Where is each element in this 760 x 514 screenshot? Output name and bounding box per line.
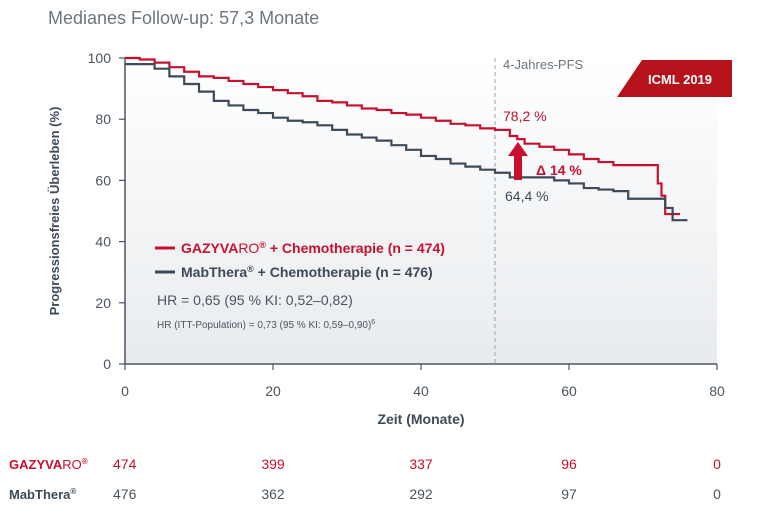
y-tick-label: 60	[95, 172, 111, 188]
risk-mabthera-reg: ®	[70, 487, 76, 496]
risk-gazyva-reg: ®	[82, 457, 88, 466]
legend-mabthera-rest: + Chemotherapie (n = 476)	[254, 264, 433, 280]
risk-label-mabthera: MabThera®	[9, 487, 76, 502]
x-tick-label: 80	[709, 383, 725, 399]
risk-number-gazyva: 337	[409, 456, 433, 472]
gazyva-value-label: 78,2 %	[503, 108, 547, 124]
y-tick-label: 100	[88, 50, 112, 66]
subtitle: Medianes Follow-up: 57,3 Monate	[48, 8, 319, 28]
x-tick-label: 60	[561, 383, 577, 399]
risk-number-gazyva: 96	[561, 456, 577, 472]
risk-gazyva-brand: GAZYVA	[9, 457, 63, 472]
legend: GAZYVARO® + Chemotherapie (n = 474) MabT…	[155, 240, 445, 280]
legend-mabthera-reg: ®	[247, 264, 254, 274]
marker-label: 4-Jahres-PFS	[503, 57, 584, 72]
risk-number-mabthera: 292	[409, 486, 433, 502]
risk-mabthera-brand: MabThera	[9, 487, 71, 502]
risk-number-gazyva: 399	[261, 456, 285, 472]
legend-gazyva-reg: ®	[259, 240, 266, 250]
x-axis-title: Zeit (Monate)	[377, 411, 464, 427]
hr-itt-footnote: 6	[371, 319, 375, 326]
km-curve-mabthera	[125, 63, 688, 222]
risk-number-mabthera: 97	[561, 486, 577, 502]
risk-number-gazyva: 474	[113, 456, 137, 472]
legend-entry-gazyva: GAZYVARO® + Chemotherapie (n = 474)	[181, 240, 445, 256]
plot-background	[125, 58, 717, 364]
risk-gazyva-suffix: RO	[62, 457, 82, 472]
badge-text: ICML 2019	[648, 72, 712, 87]
hazard-ratio-itt: HR (ITT-Population) = 0,73 (95 % KI: 0,5…	[157, 319, 375, 331]
legend-gazyva-brand: GAZYVA	[181, 240, 238, 256]
legend-mabthera-brand: MabThera	[181, 264, 247, 280]
x-tick-label: 40	[413, 383, 429, 399]
delta-label: Δ 14 %	[536, 162, 582, 178]
x-tick-label: 20	[265, 383, 281, 399]
km-curve-gazyva	[125, 56, 680, 216]
legend-gazyva-suffix: RO	[238, 240, 259, 256]
legend-entry-mabthera: MabThera® + Chemotherapie (n = 476)	[181, 264, 433, 280]
icml-badge: ICML 2019	[617, 60, 732, 97]
risk-number-gazyva: 0	[713, 456, 721, 472]
risk-number-mabthera: 0	[713, 486, 721, 502]
y-axis-title: Progressionsfreies Überleben (%)	[47, 107, 62, 316]
x-tick-label: 0	[121, 383, 129, 399]
risk-number-mabthera: 362	[261, 486, 285, 502]
mabthera-value-label: 64,4 %	[505, 188, 549, 204]
risk-number-mabthera: 476	[113, 486, 137, 502]
hr-itt-text: HR (ITT-Population) = 0,73 (95 % KI: 0,5…	[157, 320, 371, 331]
hazard-ratio: HR = 0,65 (95 % KI: 0,52–0,82)	[157, 292, 353, 308]
delta-arrow	[508, 142, 528, 180]
y-tick-label: 0	[103, 356, 111, 372]
risk-label-gazyva: GAZYVARO®	[9, 457, 88, 472]
y-tick-label: 20	[95, 295, 111, 311]
y-tick-label: 80	[95, 111, 111, 127]
y-tick-label: 40	[95, 234, 111, 250]
legend-gazyva-rest: + Chemotherapie (n = 474)	[266, 240, 445, 256]
